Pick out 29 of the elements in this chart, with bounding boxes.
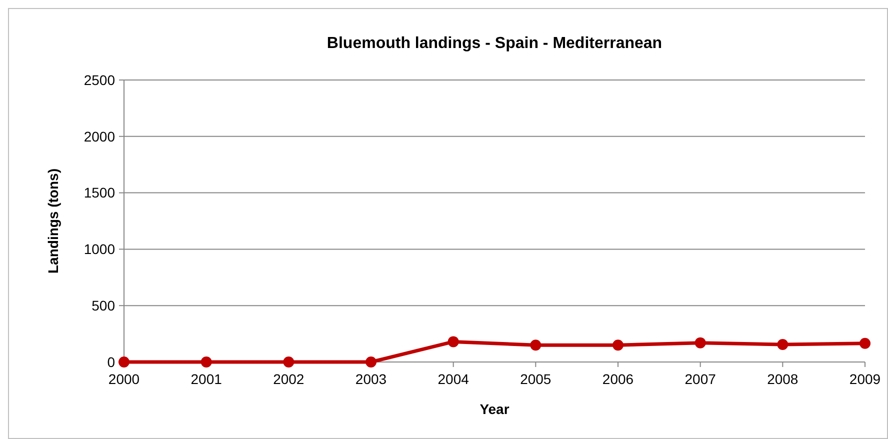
point: [366, 356, 376, 368]
x-axis-title: Year: [480, 401, 510, 417]
y-tick-label: 2000: [84, 128, 116, 144]
x-tick-label: 2004: [438, 371, 470, 387]
x-tick-label: 2006: [602, 371, 634, 387]
point: [283, 356, 294, 368]
point: [118, 356, 130, 368]
y-tick-label: 1500: [84, 184, 116, 201]
point: [530, 340, 542, 351]
x-tick-label: 2002: [273, 371, 304, 387]
x-tick-label: 2009: [849, 371, 881, 387]
chart-title: Bluemouth landings - Spain - Mediterranean: [326, 35, 662, 52]
y-tick-label: 500: [92, 298, 116, 314]
point: [777, 339, 788, 350]
point: [860, 338, 870, 349]
x-tick-label: 2008: [767, 371, 798, 387]
y-tick-label: 1000: [84, 241, 116, 258]
x-tick-label: 2007: [684, 371, 716, 387]
point: [694, 337, 706, 348]
point: [448, 336, 459, 348]
x-tick-label: 2000: [108, 371, 140, 387]
y-tick-label: 0: [107, 354, 116, 370]
y-axis-title: Landings (tons): [45, 168, 61, 274]
y-tick-label: 2500: [84, 72, 116, 88]
x-tick-label: 2005: [520, 371, 552, 387]
point: [612, 340, 624, 351]
point: [200, 356, 212, 368]
x-tick-label: 2003: [355, 371, 387, 387]
x-tick-label: 2001: [190, 371, 222, 387]
